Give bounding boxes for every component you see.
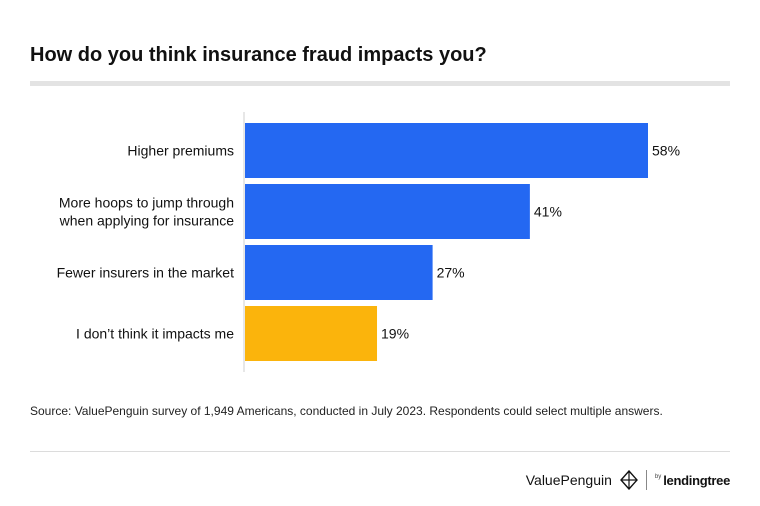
category-label: I don’t think it impacts me (76, 326, 234, 342)
lendingtree-wordmark: lendingtree (663, 472, 730, 488)
bar (245, 123, 648, 178)
bar-value-label: 58% (652, 143, 680, 159)
valuepenguin-wordmark: ValuePenguin (525, 472, 612, 488)
bar-value-label: 19% (381, 326, 409, 342)
lendingtree-logo: by lendingtree (655, 473, 730, 488)
chart-title: How do you think insurance fraud impacts… (30, 44, 487, 66)
category-label: Fewer insurers in the market (57, 265, 235, 281)
category-label: More hoops to jump through (59, 195, 234, 211)
bar-value-label: 27% (437, 265, 465, 281)
bar (245, 245, 433, 300)
title-divider (30, 81, 730, 86)
bar (245, 184, 530, 239)
bar (245, 306, 378, 361)
penguin-icon (619, 470, 638, 490)
by-label: by (654, 473, 662, 480)
logo-separator (645, 470, 647, 490)
footer-divider (30, 451, 730, 452)
source-note: Source: ValuePenguin survey of 1,949 Ame… (30, 404, 663, 418)
bar-chart: 58% Higher premiums 41% More hoops to jump … (57, 112, 680, 372)
brand-logo: ValuePenguin by lendingtree (526, 470, 730, 490)
bar-value-label: 41% (534, 204, 562, 220)
category-label: when applying for insurance (59, 213, 235, 229)
category-label: Higher premiums (127, 143, 234, 159)
